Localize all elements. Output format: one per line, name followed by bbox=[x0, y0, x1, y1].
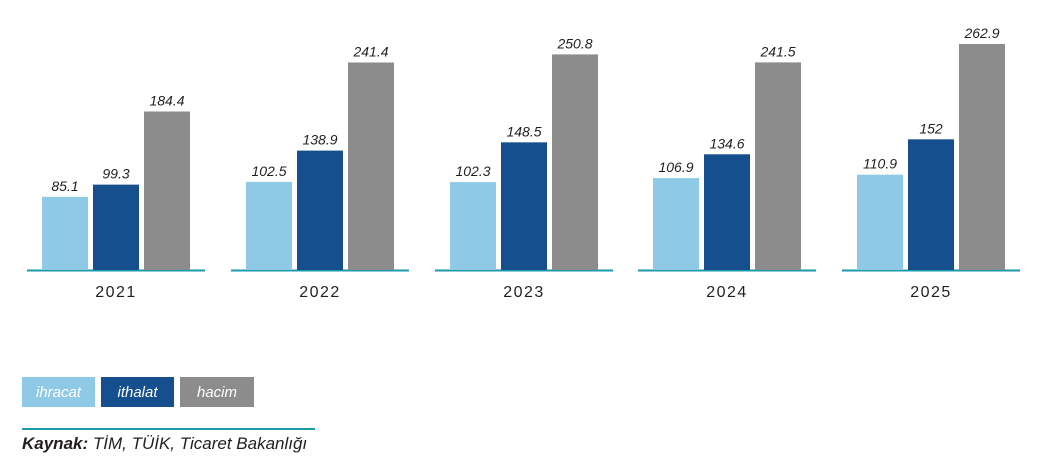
value-label-ihracat-2025: 110.9 bbox=[863, 156, 897, 172]
value-label-ithalat-2024: 134.6 bbox=[709, 135, 744, 151]
legend-ithalat: ithalat bbox=[101, 377, 174, 407]
bar-ihracat-2023 bbox=[450, 182, 496, 270]
bar-hacim-2024 bbox=[755, 62, 801, 270]
bar-ithalat-2025 bbox=[908, 139, 954, 270]
value-label-ihracat-2024: 106.9 bbox=[658, 159, 693, 175]
value-label-ithalat-2021: 99.3 bbox=[102, 166, 129, 182]
year-label-2021: 2021 bbox=[95, 284, 137, 301]
bar-ithalat-2021 bbox=[93, 184, 139, 270]
value-label-ithalat-2025: 152 bbox=[919, 120, 943, 136]
bar-ithalat-2024 bbox=[704, 154, 750, 270]
source-key: Kaynak: bbox=[22, 434, 89, 453]
bar-ithalat-2022 bbox=[297, 150, 343, 270]
bar-chart: 85.1 99.3 184.4 2021 102.5 138.9 241.4 2022 102.… bbox=[27, 25, 1020, 301]
bar-hacim-2025 bbox=[959, 44, 1005, 270]
bar-ithalat-2023 bbox=[501, 142, 547, 270]
bar-ihracat-2022 bbox=[246, 181, 292, 270]
value-label-hacim-2022: 241.4 bbox=[352, 43, 388, 59]
year-label-2022: 2022 bbox=[299, 284, 341, 301]
legend: ihracat ithalat hacim bbox=[22, 377, 254, 407]
year-label-2025: 2025 bbox=[910, 284, 952, 301]
value-label-ihracat-2023: 102.3 bbox=[455, 163, 490, 179]
year-label-2024: 2024 bbox=[706, 284, 748, 301]
value-label-hacim-2025: 262.9 bbox=[963, 25, 999, 41]
bar-hacim-2023 bbox=[552, 54, 598, 270]
bar-hacim-2021 bbox=[144, 111, 190, 270]
bar-ihracat-2021 bbox=[42, 196, 88, 270]
bar-ihracat-2025 bbox=[857, 174, 903, 270]
bar-ihracat-2024 bbox=[653, 178, 699, 270]
value-label-hacim-2021: 184.4 bbox=[149, 92, 184, 108]
value-label-ithalat-2022: 138.9 bbox=[302, 132, 337, 148]
legend-ihracat: ihracat bbox=[22, 377, 95, 407]
value-label-hacim-2024: 241.5 bbox=[759, 43, 795, 59]
bar-hacim-2022 bbox=[348, 62, 394, 270]
year-label-2023: 2023 bbox=[503, 284, 545, 301]
legend-hacim: hacim bbox=[180, 377, 254, 407]
source-divider bbox=[22, 428, 315, 430]
value-label-hacim-2023: 250.8 bbox=[556, 35, 592, 51]
source-note: Kaynak: TİM, TÜİK, Ticaret Bakanlığı bbox=[22, 434, 307, 454]
value-label-ihracat-2021: 85.1 bbox=[51, 178, 78, 194]
source-text: TİM, TÜİK, Ticaret Bakanlığı bbox=[88, 434, 308, 453]
value-label-ihracat-2022: 102.5 bbox=[251, 163, 286, 179]
value-label-ithalat-2023: 148.5 bbox=[506, 123, 541, 139]
